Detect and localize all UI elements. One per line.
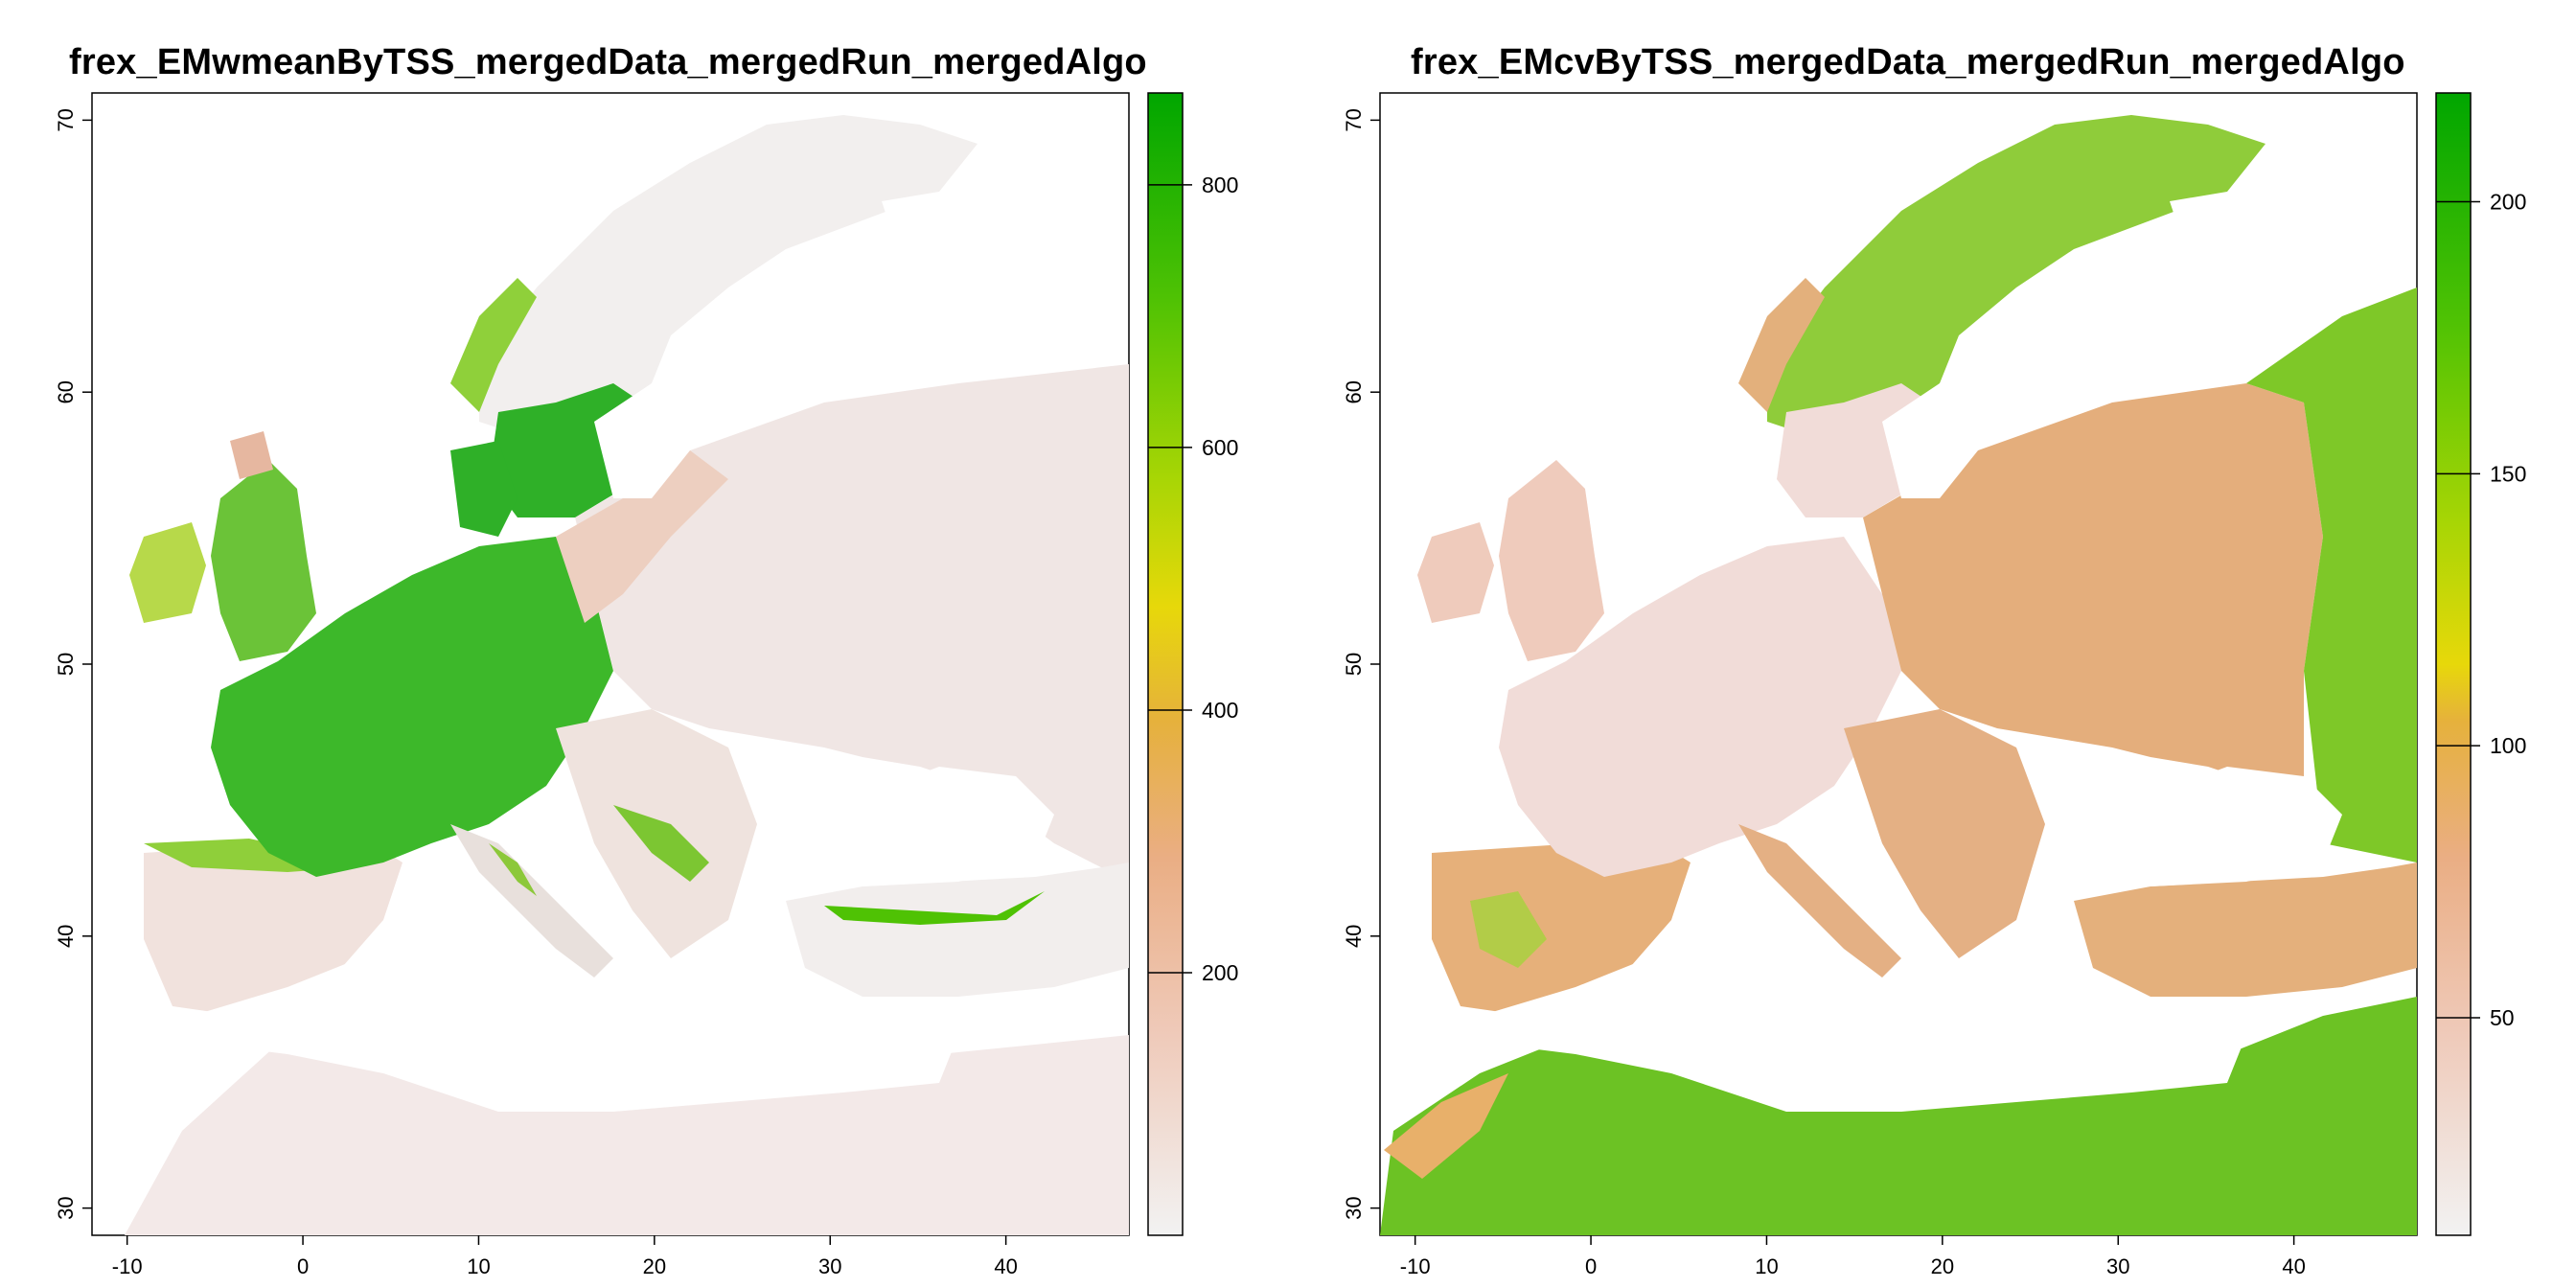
x-tick-label: 20: [1931, 1254, 1954, 1278]
x-tick-label: 30: [818, 1254, 841, 1278]
legend-tick-label: 50: [2490, 1005, 2515, 1030]
legend-tick-label: 400: [1202, 698, 1238, 723]
map-plot: -10 0 10 20 30 40 30 40 50 60 70 50 100 150 200: [1342, 92, 2526, 1278]
y-tick-label: 30: [1342, 1196, 1366, 1219]
y-tick-label: 40: [1342, 925, 1366, 948]
y-tick-label: 70: [1342, 108, 1366, 131]
x-tick-label: 20: [643, 1254, 666, 1278]
y-tick-label: 40: [54, 925, 78, 948]
legend-tick-label: 100: [2490, 733, 2526, 758]
x-tick-label: 0: [297, 1254, 309, 1278]
x-tick-label: 40: [2282, 1254, 2305, 1278]
legend-tick-label: 150: [2490, 461, 2526, 486]
x-tick-label: 40: [994, 1254, 1017, 1278]
legend-tick-label: 200: [1202, 960, 1238, 985]
y-tick-label: 60: [54, 380, 78, 403]
legend-tick-label: 800: [1202, 172, 1238, 197]
raster-layer: [125, 115, 1129, 1235]
y-tick-label: 50: [1342, 653, 1366, 676]
map-title: frex_EMwmeanByTSS_mergedData_mergedRun_m…: [69, 42, 1147, 82]
x-tick-label: -10: [112, 1254, 143, 1278]
x-tick-label: -10: [1400, 1254, 1431, 1278]
y-tick-label: 50: [54, 653, 78, 676]
x-tick-label: 0: [1585, 1254, 1597, 1278]
x-tick-label: 10: [467, 1254, 490, 1278]
map-panel-cv: frex_EMcvByTSS_mergedData_mergedRun_merg…: [1288, 0, 2576, 1288]
legend-tick-label: 200: [2490, 190, 2526, 215]
map-plot: -10 0 10 20 30 40 30 40 50 60 70 200 400 600 800: [54, 92, 1238, 1278]
legend-colorbar: [1147, 92, 1184, 1236]
raster-layer: [1380, 115, 2417, 1235]
legend-colorbar: [2435, 92, 2472, 1236]
x-tick-label: 10: [1755, 1254, 1778, 1278]
map-title: frex_EMcvByTSS_mergedData_mergedRun_merg…: [1411, 42, 2405, 82]
x-tick-label: 30: [2106, 1254, 2129, 1278]
map-panel-wmean: frex_EMwmeanByTSS_mergedData_mergedRun_m…: [54, 42, 1238, 1278]
y-tick-label: 70: [54, 108, 78, 131]
legend-tick-label: 600: [1202, 435, 1238, 460]
y-tick-label: 30: [54, 1196, 78, 1219]
y-tick-label: 60: [1342, 380, 1366, 403]
